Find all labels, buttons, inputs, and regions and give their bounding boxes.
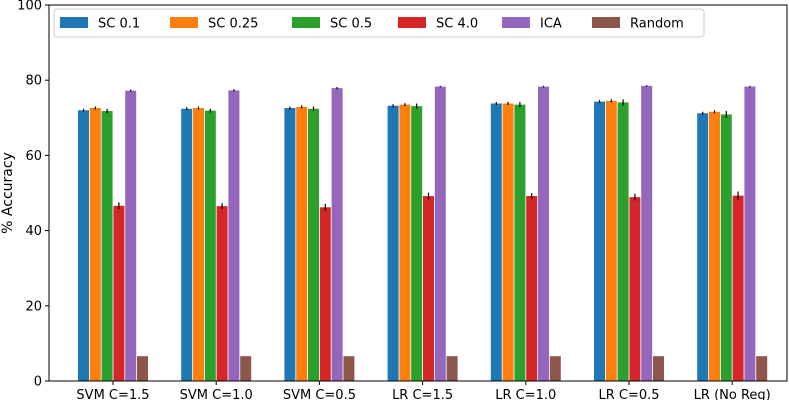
bar-sc-0-25-1 [193,108,204,382]
bar-sc-0-1-3 [387,105,399,381]
bar-sc-0-1-2 [284,108,296,382]
y-axis: 0 20 40 60 80 100 [17,0,49,390]
bar-sc-0-1-6 [697,113,709,382]
bar-ica-5 [641,85,653,381]
bar-sc-0-25-4 [502,103,514,382]
y-axis-label: % Accuracy [0,152,16,234]
bar-sc-0-5-3 [411,106,423,382]
y-tick-label: 0 [34,375,42,390]
bar-random-3 [446,356,458,381]
legend-swatch-sc-0-1 [60,17,88,28]
bar-sc-0-25-0 [89,108,101,382]
bars-layer [78,85,768,382]
bar-sc-0-5-0 [101,111,113,382]
legend: SC 0.1 SC 0.25 SC 0.5 SC 4.0 ICA Random [53,8,705,38]
legend-swatch-sc-0-5 [292,17,320,28]
legend-label: ICA [540,17,562,32]
bar-sc-4-0-2 [319,207,331,381]
bar-random-0 [137,356,148,381]
bar-random-4 [549,356,561,381]
plot-frame [48,4,788,382]
bar-sc-0-5-2 [308,108,319,381]
legend-label: SC 0.1 [98,17,140,32]
bar-sc-4-0-0 [113,205,125,381]
bar-sc-0-5-5 [617,102,629,381]
bar-sc-0-1-0 [78,110,89,381]
legend-swatch-ica [502,17,530,28]
bar-sc-0-1-1 [181,108,193,381]
y-tick-label: 60 [25,149,42,164]
bar-sc-0-25-5 [605,100,617,381]
bar-sc-0-5-4 [514,104,526,381]
bar-sc-0-25-3 [399,104,411,381]
x-tick-label: SVM C=1.5 [76,388,149,400]
bar-ica-4 [538,86,549,381]
bar-sc-4-0-1 [216,206,228,381]
bar-sc-0-25-6 [709,111,720,381]
y-tick-label: 40 [25,224,42,239]
bar-random-5 [653,356,664,381]
x-tick-label: LR C=0.5 [598,388,659,400]
x-tick-label: LR C=1.5 [392,388,453,400]
legend-label: SC 0.25 [208,17,258,32]
bar-sc-0-25-2 [296,106,308,381]
x-tick-label: SVM C=1.0 [180,388,253,400]
error-bars-layer [82,85,751,211]
bar-sc-4-0-6 [732,195,744,381]
y-tick-label: 80 [25,74,42,89]
bar-ica-6 [744,86,756,381]
bar-sc-0-1-4 [490,103,502,382]
legend-swatch-sc-0-25 [170,17,198,28]
legend-swatch-random [592,17,620,28]
bar-random-6 [756,356,768,381]
x-tick-label: SVM C=0.5 [283,388,356,400]
bar-sc-4-0-5 [629,197,641,381]
bar-sc-0-1-5 [594,101,605,381]
x-axis: SVM C=1.5 SVM C=1.0 SVM C=0.5 LR C=1.5 LR C=… [76,381,771,400]
x-tick-label: LR (No Reg) [694,388,771,400]
bar-ica-0 [125,90,137,381]
bar-sc-0-5-1 [204,110,216,381]
legend-swatch-sc-4-0 [398,17,426,28]
x-tick-label: LR C=1.0 [495,388,556,400]
legend-box [53,8,705,38]
legend-label: SC 4.0 [436,17,478,32]
bar-random-1 [240,356,252,381]
bar-random-2 [343,356,355,381]
bar-ica-3 [434,86,446,381]
bar-ica-1 [228,90,240,382]
bar-sc-4-0-4 [526,196,538,381]
legend-label: SC 0.5 [330,17,372,32]
y-tick-label: 20 [25,299,42,314]
bar-sc-0-5-6 [720,114,732,381]
y-tick-label: 100 [17,0,42,14]
bar-ica-2 [331,88,343,381]
bar-sc-4-0-3 [423,196,434,381]
legend-label: Random [630,17,684,32]
